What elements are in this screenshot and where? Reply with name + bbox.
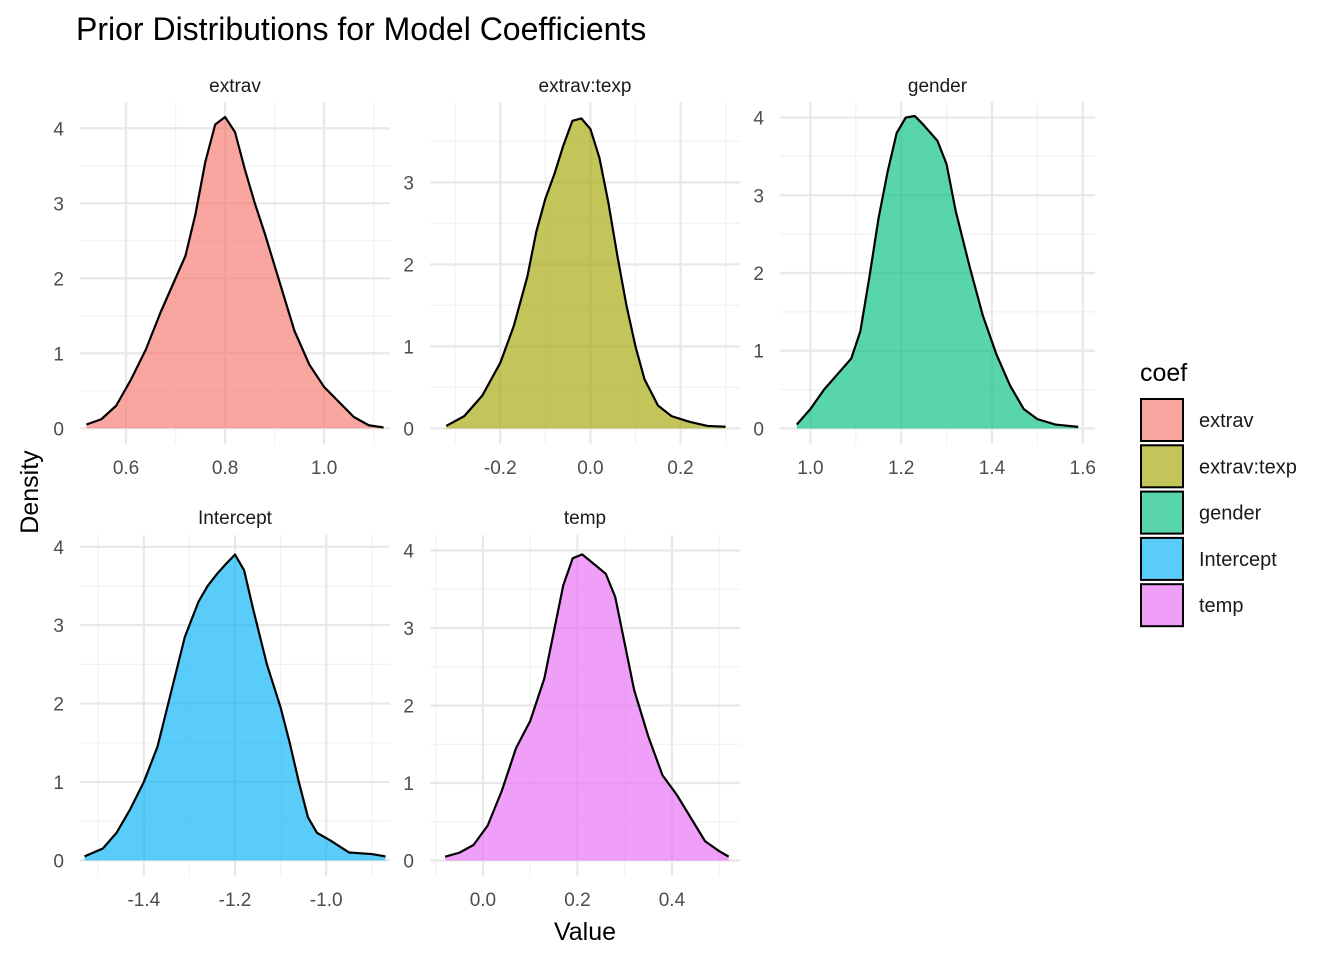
density-area	[446, 118, 726, 429]
y-tick-label: 0	[53, 419, 64, 440]
y-tick-label: 1	[403, 774, 414, 795]
density-line	[445, 117, 726, 428]
x-tick-label: 1.4	[979, 458, 1006, 479]
legend-items: extrav extrav:texp gender Intercept temp	[1140, 398, 1297, 628]
y-tick-label: 2	[403, 697, 414, 718]
legend-key	[1140, 398, 1184, 442]
y-tick-label: 2	[403, 255, 414, 276]
legend-item: extrav:texp	[1140, 444, 1297, 489]
density-area	[796, 115, 1079, 429]
x-tick-label: -1.2	[219, 890, 252, 911]
legend-key	[1140, 583, 1184, 628]
legend-item: Intercept	[1140, 536, 1277, 581]
y-tick-label: 2	[53, 269, 64, 290]
facet-strip-label: gender	[908, 76, 968, 97]
density-line	[84, 553, 386, 858]
x-tick-label: 0.4	[659, 890, 686, 911]
y-tick-label: 3	[403, 173, 414, 194]
facet-strip-label: temp	[564, 508, 606, 529]
legend-key	[1140, 444, 1184, 489]
legend-title: coef	[1140, 359, 1187, 387]
x-tick-label: 1.0	[797, 458, 823, 479]
legend-key	[1140, 536, 1184, 581]
y-tick-label: 4	[53, 538, 64, 559]
legend-item: extrav	[1140, 398, 1253, 442]
panel-intercept: Intercept -1.4 -1.2 -1.0 0 1 2 3 4	[53, 508, 390, 911]
panel-extrav-texp: extrav:texp -0.2 0.0 0.2 0 1 2 3	[403, 76, 740, 479]
density-line	[86, 115, 384, 429]
x-tick-label: 1.6	[1070, 458, 1096, 479]
panel-gender: gender 1.0 1.2 1.4 1.6 0 1 2 3 4	[753, 76, 1096, 479]
legend-key	[1140, 490, 1184, 535]
y-tick-label: 4	[753, 109, 764, 130]
density-area	[86, 117, 384, 429]
y-tick-label: 0	[753, 419, 764, 440]
legend-label: gender	[1199, 503, 1262, 525]
y-tick-label: 3	[753, 186, 764, 207]
facet-strip-label: Intercept	[198, 508, 273, 529]
y-tick-label: 1	[53, 773, 64, 794]
density-line	[444, 553, 730, 858]
y-tick-label: 1	[403, 337, 414, 358]
y-tick-label: 3	[53, 616, 64, 637]
density-area	[445, 554, 729, 861]
legend-label: temp	[1199, 595, 1243, 617]
density-area	[84, 554, 386, 861]
y-tick-label: 1	[53, 344, 64, 365]
y-tick-label: 4	[403, 542, 414, 563]
x-tick-label: -1.0	[310, 890, 343, 911]
x-tick-label: 0.6	[113, 458, 139, 479]
legend-item: temp	[1140, 583, 1243, 628]
y-tick-label: 0	[403, 419, 414, 440]
x-tick-label: 1.0	[311, 458, 337, 479]
facet-strip-label: extrav	[209, 76, 261, 97]
x-tick-label: -0.2	[484, 458, 517, 479]
x-tick-label: 0.0	[470, 890, 496, 911]
y-tick-label: 0	[53, 851, 64, 872]
x-tick-label: 0.8	[212, 458, 238, 479]
x-tick-label: 0.2	[564, 890, 590, 911]
legend-label: extrav	[1199, 410, 1253, 432]
y-tick-label: 4	[53, 119, 64, 140]
panel-extrav: extrav 0.6 0.8 1.0 0 1 2 3 4	[53, 76, 390, 479]
legend: coef extrav extrav:texp gender Intercept tem…	[1140, 359, 1297, 628]
y-tick-label: 0	[403, 852, 414, 873]
chart-title: Prior Distributions for Model Coefficien…	[76, 11, 646, 47]
y-tick-label: 2	[53, 695, 64, 716]
panels-layer: extrav 0.6 0.8 1.0 0 1 2 3 4 extrav:texp -0.2 0.0 0.…	[53, 76, 1096, 911]
panel-temp: temp 0.0 0.2 0.4 0 1 2 3 4	[403, 508, 740, 911]
x-tick-label: 1.2	[888, 458, 914, 479]
legend-label: Intercept	[1199, 549, 1277, 571]
y-tick-label: 2	[753, 264, 764, 285]
facet-strip-label: extrav:texp	[539, 76, 632, 97]
density-line	[795, 114, 1079, 428]
y-tick-label: 3	[53, 194, 64, 215]
legend-item: gender	[1140, 490, 1262, 535]
y-tick-label: 1	[753, 342, 764, 363]
y-axis-label: Density	[16, 450, 44, 534]
x-tick-label: 0.0	[577, 458, 603, 479]
x-tick-label: -1.4	[127, 890, 160, 911]
legend-label: extrav:texp	[1199, 456, 1297, 478]
x-axis-label: Value	[554, 918, 616, 946]
x-tick-label: 0.2	[667, 458, 693, 479]
y-tick-label: 3	[403, 619, 414, 640]
